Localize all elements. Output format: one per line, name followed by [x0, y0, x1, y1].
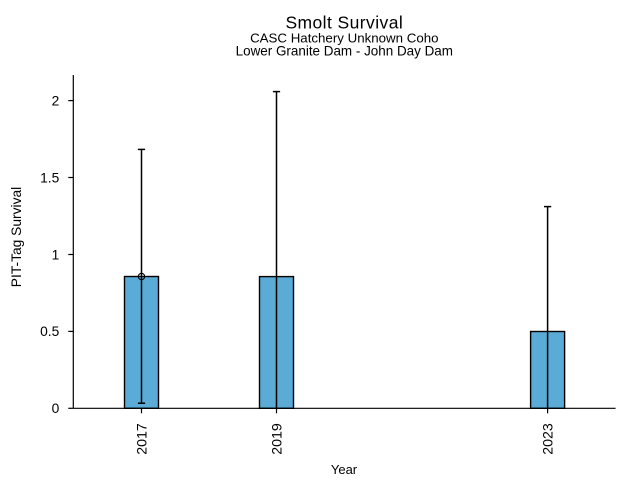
svg-text:Smolt Survival: Smolt Survival — [285, 13, 403, 33]
svg-text:Year: Year — [331, 462, 358, 477]
svg-text:2017: 2017 — [134, 423, 150, 455]
svg-text:1: 1 — [52, 247, 60, 262]
svg-text:CASC Hatchery Unknown Coho: CASC Hatchery Unknown Coho — [250, 30, 438, 45]
svg-text:2019: 2019 — [269, 423, 285, 455]
svg-text:0: 0 — [52, 401, 60, 416]
svg-text:2: 2 — [52, 93, 60, 108]
svg-text:PIT-Tag Survival: PIT-Tag Survival — [9, 187, 24, 287]
svg-text:2023: 2023 — [540, 423, 556, 455]
svg-text:0.5: 0.5 — [40, 324, 60, 339]
svg-text:Lower Granite Dam - John Day D: Lower Granite Dam - John Day Dam — [236, 43, 453, 58]
svg-text:1.5: 1.5 — [40, 170, 60, 185]
